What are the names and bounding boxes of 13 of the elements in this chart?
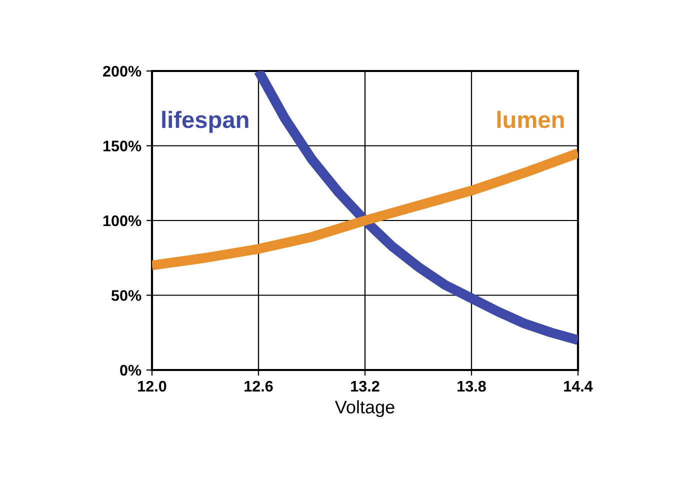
x-tick-label: 12.6 (244, 380, 273, 392)
x-tick-label: 12.0 (138, 380, 166, 392)
series-label: lifespan (162, 110, 248, 133)
y-tick-label: 200% (103, 66, 142, 77)
y-tick-label: 100% (103, 215, 142, 226)
y-tick-label: 150% (103, 140, 142, 152)
y-tick-label: 0% (120, 364, 142, 376)
x-axis-title: Voltage (334, 400, 394, 418)
x-tick-label: 14.4 (564, 380, 593, 392)
x-tick-label: 13.8 (458, 380, 486, 392)
x-tick-label: 13.2 (351, 380, 380, 392)
y-tick-label: 50% (111, 290, 142, 301)
series-label: lumen (497, 110, 564, 128)
